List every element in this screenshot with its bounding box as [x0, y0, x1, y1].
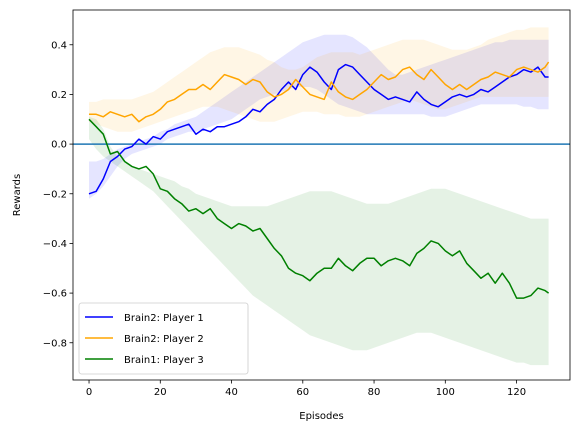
legend-entry: Brain2: Player 1	[124, 313, 204, 324]
legend-entry: Brain1: Player 3	[124, 355, 204, 366]
series-3-line	[88, 118, 550, 299]
x-tick-label: 60	[296, 387, 309, 398]
x-tick-label: 40	[225, 387, 238, 398]
series-lines	[88, 61, 550, 299]
x-tick-label: 20	[154, 387, 167, 398]
y-tick-label: −0.8	[43, 338, 67, 349]
x-tick-label: 100	[436, 387, 455, 398]
x-tick-label: 120	[507, 387, 526, 398]
x-axis-ticks: 0 20 40 60 80 100 120	[86, 380, 526, 398]
series-2-line	[89, 61, 550, 123]
series-1-band	[89, 34, 549, 199]
y-tick-label: 0.2	[51, 90, 67, 101]
y-axis-ticks: 0.4 0.2 0.0 −0.2 −0.4 −0.6 −0.8	[43, 40, 73, 349]
plot-frame	[72, 9, 571, 381]
legend-box	[78, 302, 249, 375]
series-1-line	[88, 63, 549, 195]
y-tick-label: 0.0	[51, 140, 67, 151]
y-tick-label: −0.4	[43, 239, 67, 250]
x-tick-label: 80	[368, 387, 381, 398]
y-tick-label: 0.4	[51, 40, 67, 51]
y-tick-label: −0.6	[43, 289, 67, 300]
legend: Brain2: Player 1 Brain2: Player 2 Brain1: …	[78, 302, 249, 375]
x-axis-label: Episodes	[299, 411, 343, 422]
y-axis-label: Rewards	[12, 174, 23, 216]
series-3-band	[89, 116, 549, 366]
legend-entry: Brain2: Player 2	[124, 334, 204, 345]
y-tick-label: −0.2	[43, 189, 67, 200]
x-tick-label: 0	[86, 387, 92, 398]
